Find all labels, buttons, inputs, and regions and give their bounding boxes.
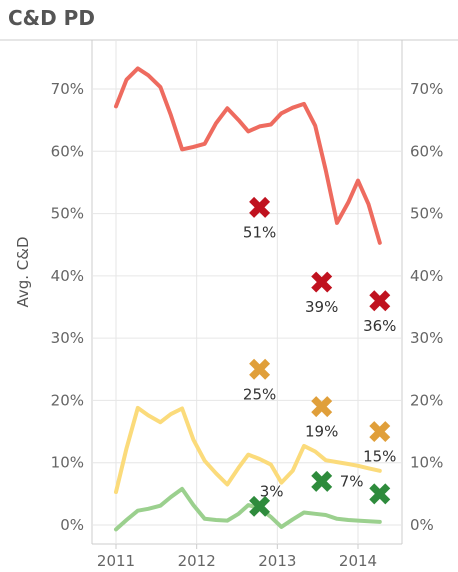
x-tick-label: 2013 bbox=[258, 552, 296, 570]
y-axis-title: Avg. C&D bbox=[14, 236, 32, 307]
series-line-green bbox=[114, 486, 382, 532]
y-tick-label-right: 60% bbox=[410, 142, 443, 160]
data-label: 19% bbox=[305, 423, 338, 441]
data-label: 39% bbox=[305, 298, 338, 316]
y-tick-label-left: 40% bbox=[51, 267, 84, 285]
y-tick-label-right: 20% bbox=[410, 391, 443, 409]
x-tick-label: 2011 bbox=[97, 552, 135, 570]
data-label: 15% bbox=[363, 448, 396, 466]
x-marker bbox=[311, 396, 333, 418]
x-marker bbox=[249, 495, 271, 517]
x-marker bbox=[311, 271, 333, 293]
y-tick-label-right: 30% bbox=[410, 329, 443, 347]
data-label: 51% bbox=[243, 223, 276, 241]
series-line-red bbox=[114, 66, 382, 245]
x-marker bbox=[369, 421, 391, 443]
y-tick-label-left: 0% bbox=[60, 516, 84, 534]
data-label: 36% bbox=[363, 317, 396, 335]
y-tick-label-left: 50% bbox=[51, 205, 84, 223]
x-marker bbox=[369, 483, 391, 505]
y-tick-label-right: 50% bbox=[410, 205, 443, 223]
data-label: 25% bbox=[243, 385, 276, 403]
y-tick-label-left: 30% bbox=[51, 329, 84, 347]
data-label: 7% bbox=[340, 472, 364, 490]
y-tick-label-left: 10% bbox=[51, 454, 84, 472]
x-marker bbox=[369, 290, 391, 312]
chart-title: C&D PD bbox=[8, 6, 95, 30]
x-tick-label: 2012 bbox=[178, 552, 216, 570]
y-tick-label-left: 70% bbox=[51, 80, 84, 98]
y-tick-label-left: 20% bbox=[51, 391, 84, 409]
y-tick-label-right: 0% bbox=[410, 516, 434, 534]
y-tick-label-left: 60% bbox=[51, 142, 84, 160]
x-marker bbox=[249, 358, 271, 380]
y-tick-label-right: 10% bbox=[410, 454, 443, 472]
y-tick-label-right: 70% bbox=[410, 80, 443, 98]
x-marker bbox=[249, 196, 271, 218]
x-marker bbox=[311, 470, 333, 492]
series-line-yellow bbox=[114, 405, 382, 494]
x-tick-label: 2014 bbox=[339, 552, 377, 570]
data-label: 3% bbox=[260, 482, 284, 500]
y-tick-label-right: 40% bbox=[410, 267, 443, 285]
